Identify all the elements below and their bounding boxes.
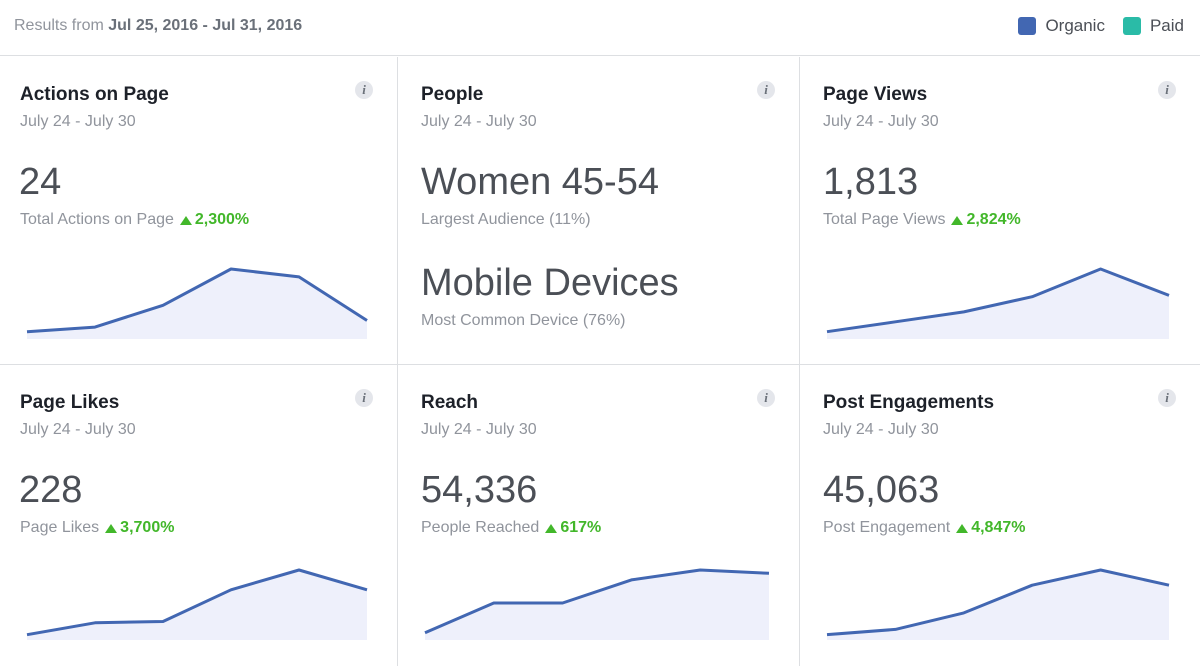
sparkline-area [425, 570, 769, 640]
info-icon[interactable]: i [355, 389, 373, 407]
card-title: Reach [421, 392, 479, 413]
metric-value: 1,813 [823, 161, 919, 203]
sparkline-area [827, 570, 1169, 640]
metric-value: 45,063 [823, 469, 940, 511]
triangle-up-icon [956, 523, 969, 533]
metric-value: 54,336 [421, 469, 538, 511]
change-percent: 2,824% [966, 211, 1021, 228]
change-percent: 3,700% [120, 519, 175, 536]
card-date-range: July 24 - July 30 [421, 113, 537, 130]
card-title: Post Engagements [823, 392, 995, 413]
sparkline-line [26, 568, 368, 637]
sparkline-line [826, 267, 1170, 334]
card-date-range: July 24 - July 30 [823, 421, 939, 438]
metric-label: Page Likes [20, 519, 100, 536]
card-title: Actions on Page [20, 84, 169, 105]
common-device-value: Mobile Devices [421, 262, 679, 304]
card-title: Page Likes [20, 392, 120, 413]
card-actions-on-page[interactable]: Actions on Page July 24 - July 30 i 24 T… [0, 57, 398, 365]
info-icon[interactable]: i [1158, 389, 1176, 407]
card-post-engagements[interactable]: Post Engagements July 24 - July 30 i 45,… [800, 365, 1200, 666]
card-title: People [421, 84, 484, 105]
metric-subline: Total Page Views 2,824% [823, 211, 1021, 229]
card-page-likes[interactable]: Page Likes July 24 - July 30 i 228 Page … [0, 365, 398, 666]
card-reach[interactable]: Reach July 24 - July 30 i 54,336 People … [398, 365, 800, 666]
metric-subline: Total Actions on Page 2,300% [20, 211, 249, 229]
largest-audience-label: Largest Audience (11%) [421, 211, 591, 228]
sparkline-line [424, 568, 770, 635]
metric-subline: Post Engagement 4,847% [823, 519, 1025, 537]
metric-label: Post Engagement [823, 519, 951, 536]
legend: Organic Paid [1018, 16, 1184, 36]
change-percent: 4,847% [971, 519, 1026, 536]
legend-organic[interactable]: Organic [1018, 16, 1105, 36]
sparkline-chart [26, 568, 368, 640]
sparkline-chart [826, 267, 1170, 339]
legend-organic-label: Organic [1045, 16, 1105, 35]
card-page-views[interactable]: Page Views July 24 - July 30 i 1,813 Tot… [800, 57, 1200, 365]
sparkline-area [827, 269, 1169, 339]
change-percent: 617% [560, 519, 602, 536]
card-date-range: July 24 - July 30 [421, 421, 537, 438]
triangle-up-icon [951, 215, 964, 225]
sparkline-chart [424, 568, 770, 640]
results-date-range: Jul 25, 2016 - Jul 31, 2016 [108, 17, 303, 34]
results-header: Results from Jul 25, 2016 - Jul 31, 2016… [0, 0, 1200, 56]
card-people[interactable]: People July 24 - July 30 i Women 45-54 L… [398, 57, 800, 365]
card-date-range: July 24 - July 30 [20, 421, 136, 438]
results-prefix: Results from [14, 17, 104, 34]
legend-paid-label: Paid [1149, 16, 1184, 35]
legend-paid-swatch [1122, 17, 1141, 35]
metric-value: 24 [19, 161, 62, 203]
card-date-range: July 24 - July 30 [823, 113, 939, 130]
change-badge: 2,824% [951, 211, 1021, 229]
sparkline-chart [826, 568, 1170, 640]
change-badge: 2,300% [179, 211, 250, 229]
metric-subline: Page Likes 3,700% [20, 519, 174, 537]
card-date-range: July 24 - July 30 [20, 113, 136, 130]
sparkline-line [26, 267, 368, 334]
results-range: Results from Jul 25, 2016 - Jul 31, 2016 [14, 17, 302, 35]
metric-label: People Reached [421, 519, 540, 536]
change-badge: 617% [545, 519, 601, 537]
change-percent: 2,300% [194, 211, 250, 228]
info-icon[interactable]: i [355, 81, 373, 99]
sparkline-area [27, 269, 367, 339]
sparkline-line [826, 568, 1170, 637]
triangle-up-icon [545, 523, 558, 533]
largest-audience-value: Women 45-54 [421, 161, 659, 203]
legend-organic-swatch [1018, 17, 1037, 35]
metric-value: 228 [19, 469, 83, 511]
triangle-up-icon [105, 523, 118, 533]
info-icon[interactable]: i [757, 389, 775, 407]
metric-subline: People Reached 617% [421, 519, 601, 537]
metric-label: Total Page Views [823, 211, 946, 228]
change-badge: 3,700% [105, 519, 174, 537]
info-icon[interactable]: i [757, 81, 775, 99]
sparkline-chart [26, 267, 368, 339]
info-icon[interactable]: i [1158, 81, 1176, 99]
insights-grid: Actions on Page July 24 - July 30 i 24 T… [0, 57, 1200, 666]
common-device-label: Most Common Device (76%) [421, 312, 626, 329]
card-title: Page Views [823, 84, 928, 105]
triangle-up-icon [179, 215, 192, 225]
change-badge: 4,847% [956, 519, 1025, 537]
legend-paid[interactable]: Paid [1122, 16, 1184, 36]
metric-label: Total Actions on Page [20, 211, 174, 228]
